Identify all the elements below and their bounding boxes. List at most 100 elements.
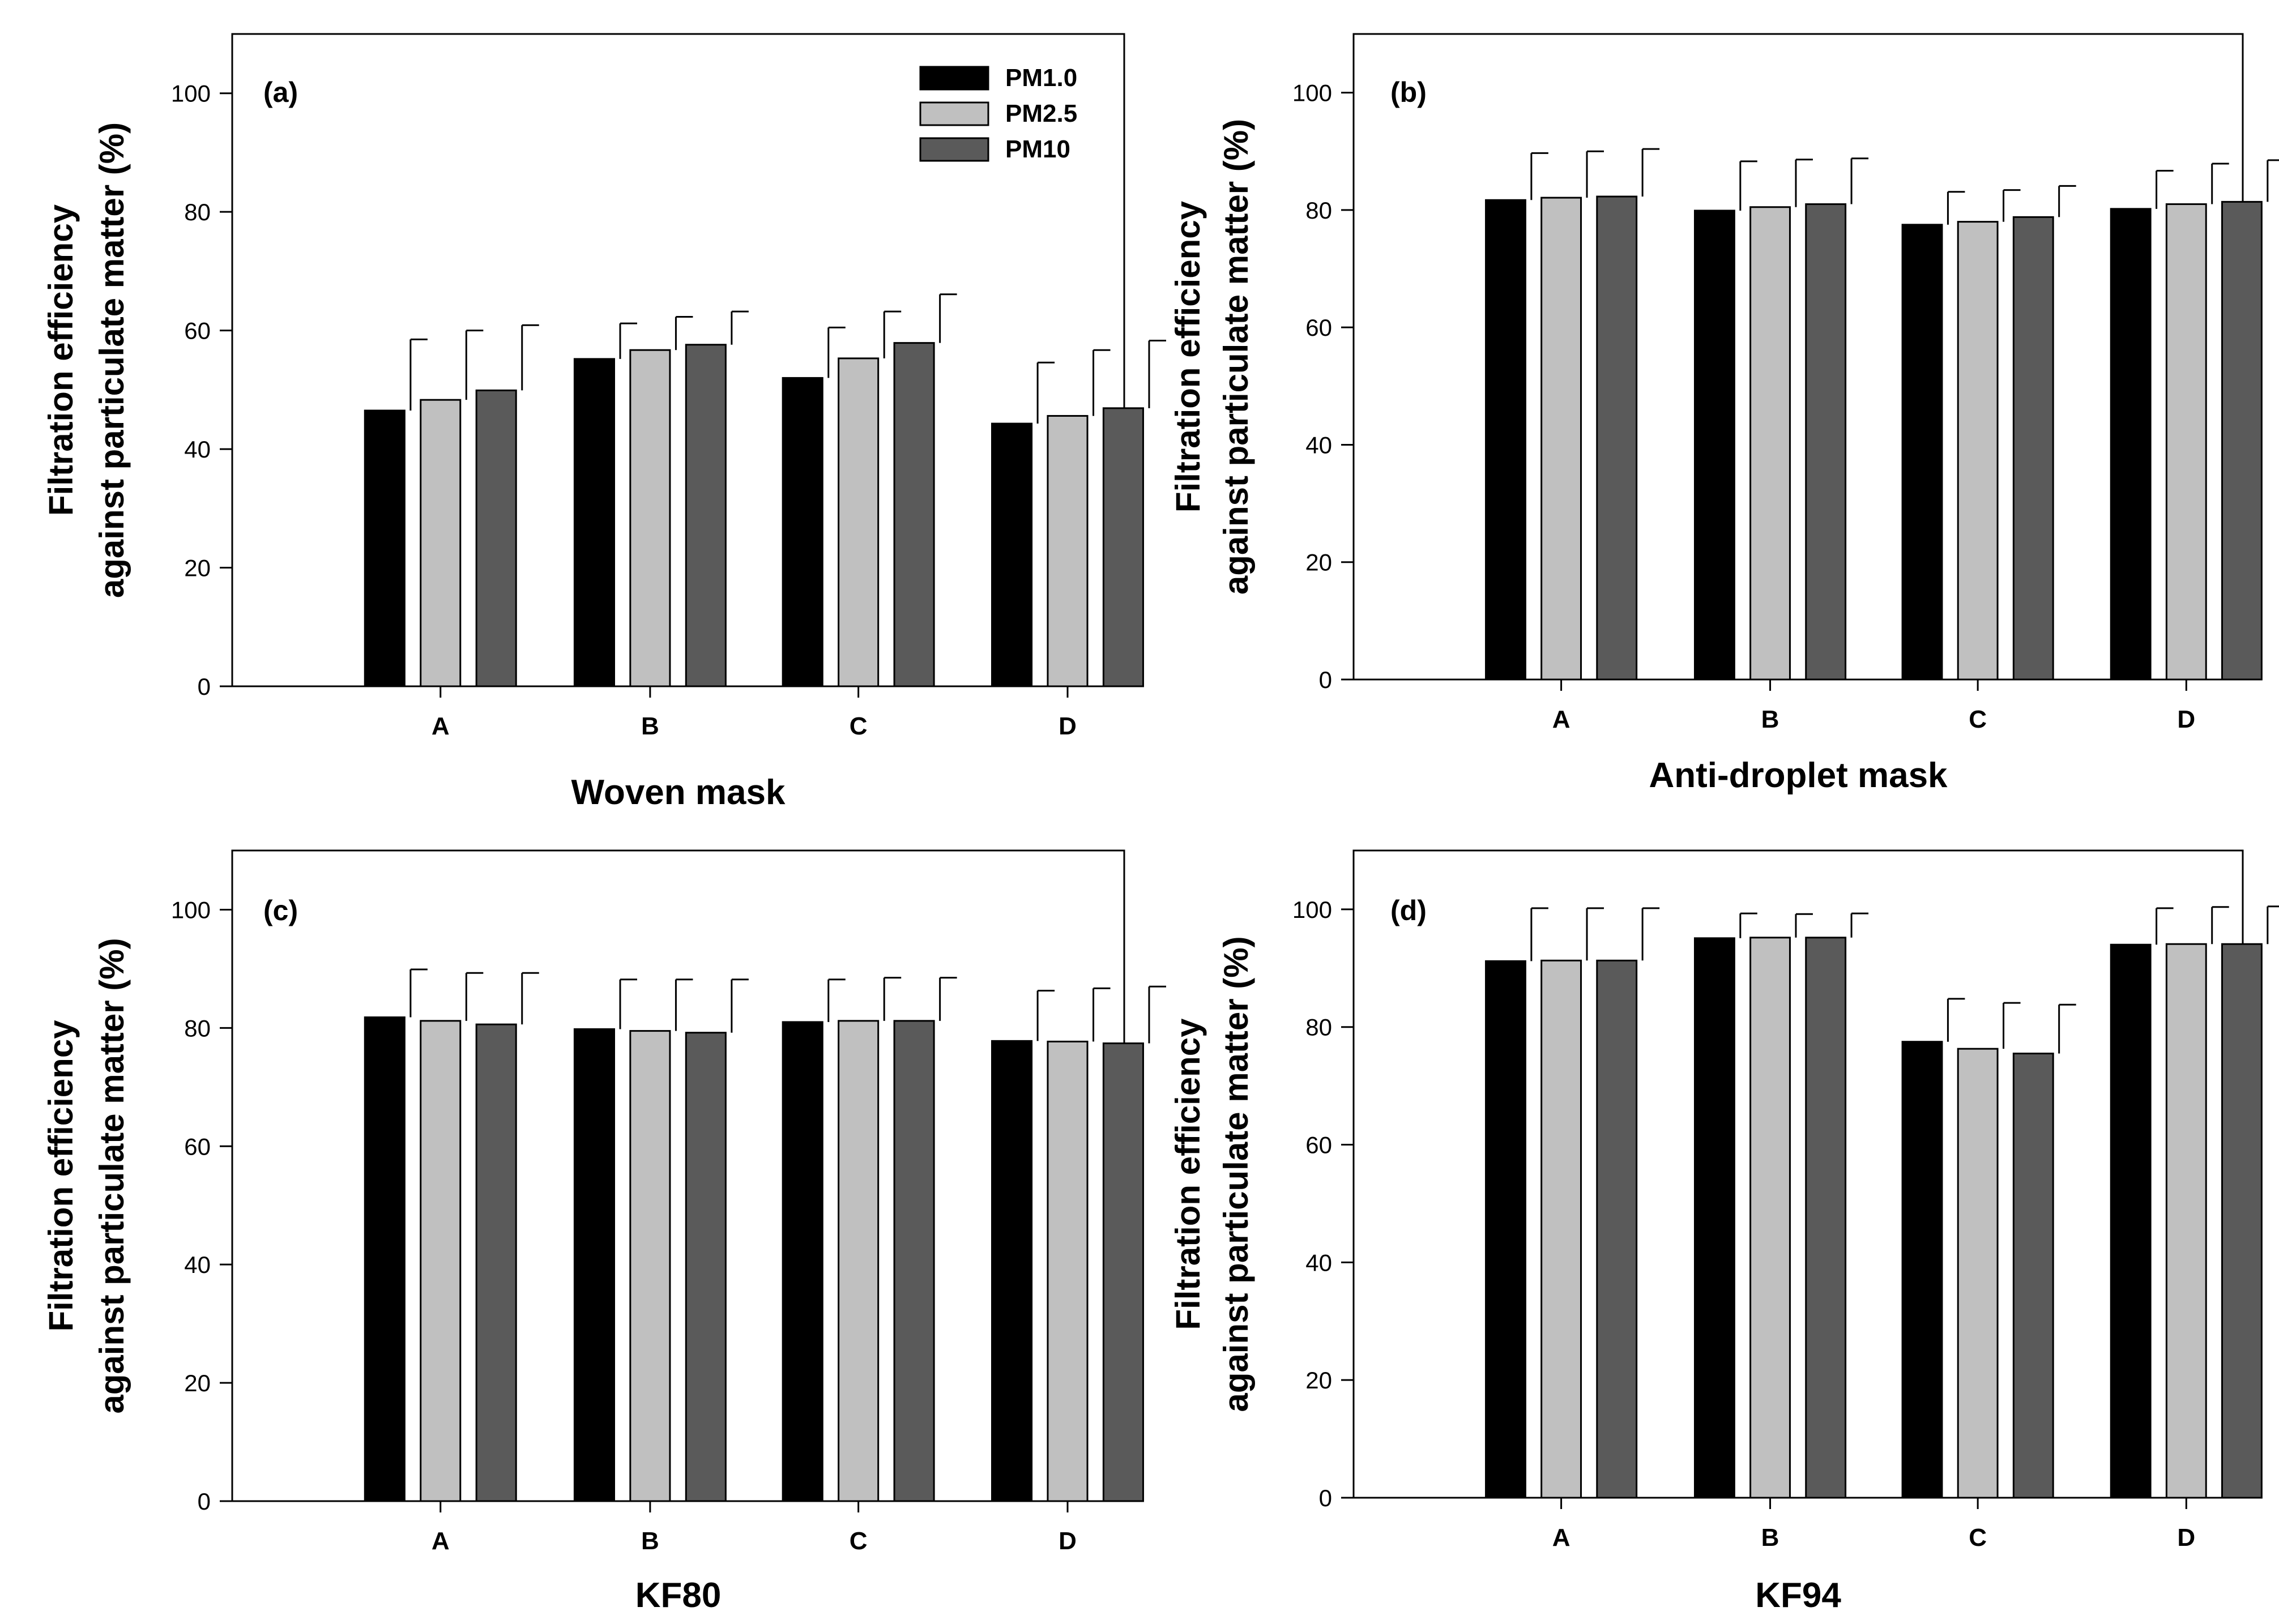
bar-pm10-a: [1596, 959, 1638, 1499]
chart-panel-b: 0 20 40 60 80 100 Filtration efficiency against…: [1169, 33, 2279, 795]
bar-pm10-d: [2221, 943, 2263, 1499]
bar-pm10-b: [1805, 937, 1847, 1499]
x-axis-label: Anti-droplet mask: [1649, 756, 1948, 795]
bar-pm25-c: [1957, 221, 1999, 681]
y-tick-label: 60: [1305, 1132, 1332, 1159]
panel-tag: (a): [263, 76, 298, 108]
bar-pm10-d: [2221, 200, 2263, 681]
y-axis-label: against particulate matter (%): [1217, 936, 1255, 1412]
bar-pm10-d: [991, 422, 1033, 687]
bar-pm25-d: [1047, 1040, 1089, 1502]
bar-pm10-a: [1596, 195, 1638, 681]
x-tick-label: B: [641, 712, 659, 740]
bar-pm25-d: [2165, 943, 2207, 1499]
y-tick-label: 0: [1319, 666, 1332, 693]
bar-pm10-a: [364, 1016, 406, 1502]
y-axis-label: Filtration efficiency: [42, 1020, 80, 1332]
y-tick-label: 100: [1292, 896, 1332, 923]
x-tick-label: A: [432, 1527, 450, 1555]
x-tick-label: A: [1552, 706, 1570, 733]
bar-pm10-a: [475, 389, 517, 687]
y-tick-label: 40: [1305, 1249, 1332, 1276]
bar-pm10-c: [893, 1020, 935, 1502]
chart-panel-c: 0 20 40 60 80 100 Filtration efficiency against…: [42, 849, 1166, 1615]
bar-pm10-c: [893, 342, 935, 687]
bar-pm25-a: [1540, 959, 1582, 1499]
legend-swatch: [919, 101, 989, 126]
legend-swatch: [919, 137, 989, 162]
legend-swatch: [919, 66, 989, 91]
y-tick-label: 40: [184, 1251, 211, 1278]
bar-pm25-b: [1749, 937, 1791, 1499]
bar-pm25-a: [420, 1020, 462, 1502]
y-tick-label: 0: [198, 1488, 211, 1515]
bar-pm10-b: [1805, 203, 1847, 681]
x-tick-label: C: [1969, 706, 1987, 733]
bar-pm25-c: [838, 1020, 880, 1502]
bar-pm10-a: [364, 409, 406, 687]
bar-pm25-c: [838, 357, 880, 687]
bar-pm10-d: [2110, 208, 2152, 681]
bar-pm10-d: [991, 1040, 1033, 1502]
y-tick-label: 20: [184, 1370, 211, 1396]
y-tick-label: 60: [184, 318, 211, 344]
bar-pm10-c: [1901, 224, 1943, 681]
x-tick-label: C: [1969, 1524, 1987, 1552]
y-tick-label: 80: [1305, 197, 1332, 224]
x-tick-label: B: [1761, 706, 1779, 733]
chart-panel-d: 0 20 40 60 80 100 Filtration efficiency against…: [1169, 849, 2279, 1615]
y-tick-label: 80: [184, 1015, 211, 1041]
bar-pm10-d: [1102, 407, 1144, 687]
y-axis-label: against particulate matter (%): [93, 938, 131, 1413]
x-tick-label: C: [850, 1527, 868, 1555]
legend-label: PM2.5: [1005, 100, 1077, 127]
plot-frame: [231, 33, 1125, 687]
x-tick-label: C: [850, 712, 868, 740]
x-axis-label: KF94: [1755, 1576, 1841, 1615]
bar-pm10-c: [2012, 1052, 2054, 1499]
legend-label: PM1.0: [1005, 64, 1077, 92]
y-axis-label: Filtration efficiency: [1169, 1018, 1207, 1330]
bar-pm10-b: [573, 1028, 615, 1502]
y-tick-label: 0: [1319, 1485, 1332, 1511]
x-tick-label: B: [1761, 1524, 1779, 1552]
y-tick-label: 100: [1292, 80, 1332, 106]
x-axis-label: KF80: [635, 1576, 722, 1615]
bar-pm10-c: [782, 377, 823, 687]
bar-pm25-b: [629, 1030, 671, 1502]
bar-pm10-a: [1485, 960, 1526, 1499]
bar-pm10-b: [573, 358, 615, 687]
bar-pm25-a: [420, 399, 462, 687]
legend-label: PM10: [1005, 135, 1070, 163]
y-axis-label: Filtration efficiency: [42, 204, 80, 516]
bar-pm10-c: [2012, 216, 2054, 681]
x-tick-label: D: [2177, 706, 2195, 733]
bar-pm25-a: [1540, 196, 1582, 681]
y-tick-label: 20: [1305, 1367, 1332, 1394]
bar-pm10-a: [475, 1023, 517, 1502]
bar-pm10-b: [685, 1032, 727, 1502]
y-tick-label: 20: [1305, 549, 1332, 576]
y-tick-label: 0: [198, 673, 211, 700]
y-tick-label: 80: [184, 199, 211, 225]
y-axis-label: against particulate matter (%): [93, 122, 131, 598]
panel-tag: (d): [1390, 895, 1427, 926]
panel-tag: (b): [1390, 76, 1427, 108]
bar-pm25-c: [1957, 1048, 1999, 1499]
x-axis-label: Woven mask: [571, 773, 786, 812]
y-tick-label: 40: [184, 436, 211, 463]
bar-pm25-b: [629, 349, 671, 687]
x-tick-label: D: [2177, 1524, 2195, 1552]
y-tick-label: 40: [1305, 431, 1332, 458]
legend: PM1.0 PM2.5 PM10: [919, 64, 1077, 163]
panel-tag: (c): [263, 895, 298, 926]
x-tick-label: D: [1059, 1527, 1077, 1555]
bar-pm25-b: [1749, 206, 1791, 681]
bar-pm10-d: [1102, 1042, 1144, 1502]
bar-pm10-b: [1693, 210, 1735, 681]
x-tick-label: B: [641, 1527, 659, 1555]
x-tick-label: A: [432, 712, 450, 740]
y-tick-label: 60: [184, 1133, 211, 1160]
y-tick-label: 20: [184, 555, 211, 582]
